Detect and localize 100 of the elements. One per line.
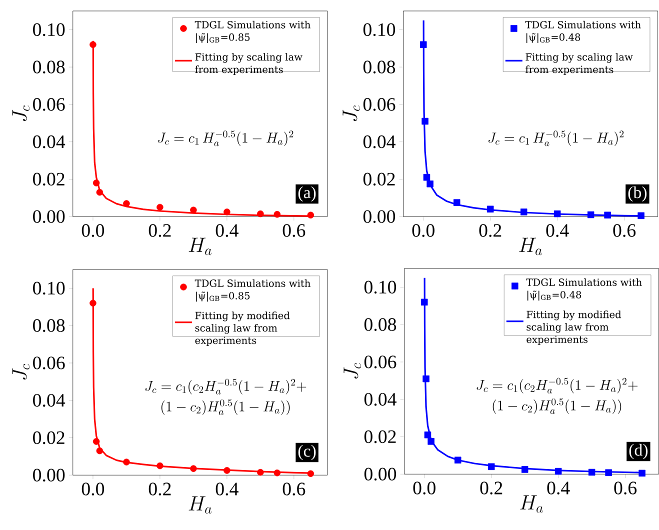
x-tick-label: 0.0 (412, 224, 434, 237)
y-tick-label: 0.04 (363, 135, 396, 148)
annotation: $J_c= c_1(c_2H_a^{-0.5}(1-H_a)^2+$ (476, 378, 638, 394)
y-tick-label: 0.00 (33, 210, 65, 223)
y-tick-label: 0.08 (33, 319, 65, 332)
y-tick-label: 0.06 (33, 356, 65, 370)
point (486, 206, 494, 212)
point (420, 41, 427, 48)
annotation: (c) (298, 444, 316, 460)
legend-label: TDGL Simulations with |ψ̃|$_{GB}$=0.85 (194, 20, 310, 44)
legend-label: Fitting by scaling law from experiments (526, 53, 633, 75)
point (423, 174, 430, 181)
point (420, 298, 428, 306)
annotation: $(1-c_2)H_a^{0.5}(1-H_a))$ (492, 398, 622, 414)
y-tick-label: 0.00 (364, 468, 396, 481)
y-axis-title: $J_c$ (12, 364, 30, 380)
legend-label: Fitting by scaling law from experiments (195, 53, 302, 75)
x-tick-label: 0.2 (479, 224, 502, 237)
y-tick-label: 0.00 (363, 210, 396, 223)
x-tick-label: 0.2 (148, 224, 171, 237)
point (257, 468, 264, 476)
point (426, 180, 434, 188)
legend-label: TDGL Simulations with |ψ̃|$_{GB}$=0.48 (525, 20, 641, 44)
point (224, 467, 230, 474)
y-tick-label: 0.04 (33, 135, 66, 148)
x-axis-title: $H_a$ (188, 238, 212, 256)
point (90, 41, 96, 48)
point (92, 438, 100, 445)
point (521, 466, 528, 473)
point (92, 180, 100, 186)
point (190, 206, 197, 214)
y-tick-label: 0.04 (33, 394, 66, 407)
y-tick-label: 0.06 (363, 98, 396, 111)
y-tick-label: 0.10 (364, 280, 396, 294)
y-tick-label: 0.02 (363, 172, 395, 186)
point (605, 469, 612, 476)
x-axis-title: $H_a$ (519, 238, 542, 256)
y-tick-label: 0.10 (363, 23, 396, 36)
annotation: $J_c= c_1(c_2H_a^{-0.5}(1-H_a)^2+$ (145, 378, 306, 394)
y-tick-label: 0.04 (364, 392, 396, 406)
point (224, 208, 230, 216)
point (453, 199, 460, 206)
y-tick-label: 0.02 (33, 172, 64, 186)
y-tick-label: 0.06 (364, 356, 396, 368)
x-tick-label: 0.4 (547, 482, 570, 494)
y-axis-title: $J_c$ (12, 105, 30, 121)
point (428, 438, 434, 445)
point (96, 447, 104, 454)
annotation: $(1-c_2)H_a^{0.5}(1-H_a))$ (161, 399, 290, 415)
x-tick-label: 0.6 (614, 482, 637, 494)
legend-label: TDGL Simulations with |ψ̃|$_{GB}$=0.85 (194, 279, 310, 302)
y-axis-title: $J_c$ (342, 105, 360, 121)
x-tick-label: 0.0 (82, 482, 104, 496)
y-tick-label: 0.10 (33, 282, 65, 295)
y-axis-title: $J_c$ (344, 363, 362, 379)
legend-label: TDGL Simulations with |ψ̃|$_{GB}$=0.48 (526, 278, 642, 301)
point (554, 468, 562, 475)
x-tick-label: 0.6 (282, 482, 306, 496)
x-axis-title: $H_a$ (188, 496, 212, 514)
y-tick-label: 0.10 (33, 23, 65, 36)
point (587, 211, 594, 218)
point (307, 470, 314, 478)
x-tick-label: 0.0 (413, 482, 436, 494)
point (588, 468, 596, 476)
point (520, 208, 528, 216)
point (96, 188, 104, 196)
point (454, 456, 462, 464)
point (274, 469, 281, 476)
point (90, 300, 96, 307)
point (123, 458, 130, 466)
point (156, 204, 164, 211)
point (488, 463, 495, 470)
y-tick-label: 0.00 (33, 468, 65, 482)
point (123, 200, 130, 207)
x-tick-label: 0.2 (480, 482, 502, 494)
point (156, 462, 164, 470)
annotation: $J_c= c_1\, H_a^{-0.5}(1-H_a)^2$ (158, 130, 294, 146)
point (274, 210, 281, 218)
x-tick-label: 0.6 (613, 224, 636, 237)
point (554, 210, 561, 218)
x-axis-title: $H_a$ (520, 495, 543, 513)
point (190, 465, 197, 472)
y-tick-label: 0.02 (364, 430, 396, 444)
point (638, 212, 644, 220)
y-tick-label: 0.08 (364, 318, 396, 331)
annotation: (b) (628, 186, 647, 202)
point (422, 375, 430, 382)
annotation: $J_c= c_1\, H_a^{-0.5}(1-H_a)^2$ (488, 130, 624, 146)
point (422, 118, 428, 125)
x-tick-label: 0.4 (546, 224, 569, 237)
y-tick-label: 0.08 (363, 60, 396, 74)
annotation: (d) (629, 444, 648, 460)
legend-label: Fitting by modified scaling law from experiments (526, 310, 622, 345)
x-tick-label: 0.0 (82, 224, 104, 237)
legend-label: Fitting by modified scaling law from experiments (195, 312, 290, 346)
y-tick-label: 0.08 (33, 60, 65, 74)
x-tick-label: 0.4 (216, 224, 238, 237)
point (638, 470, 646, 477)
point (604, 212, 611, 218)
y-tick-label: 0.06 (33, 98, 65, 111)
